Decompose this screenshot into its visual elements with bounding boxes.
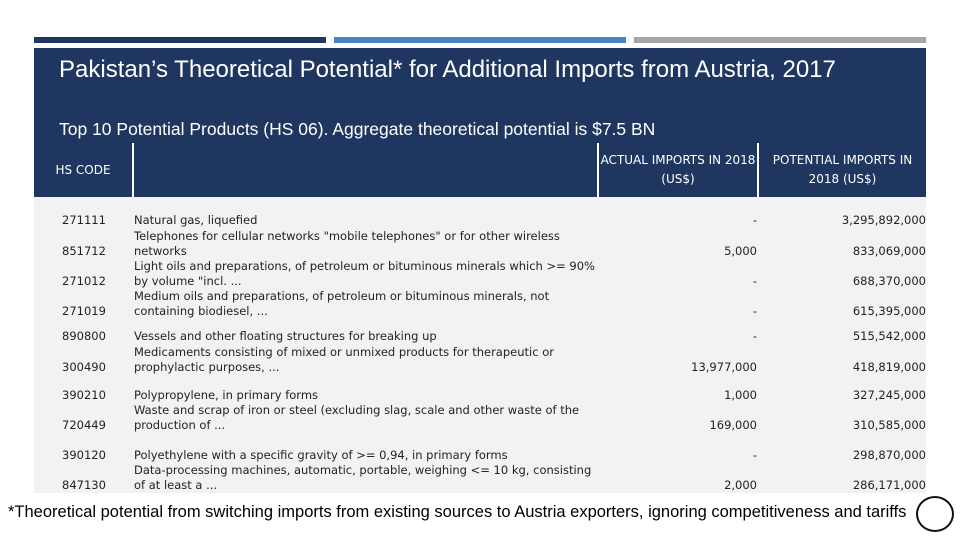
table-row: 390210 Polypropylene, in primary forms 1… — [34, 375, 926, 403]
potential-imports-cell: 418,819,000 — [852, 360, 926, 374]
potential-imports-cell: 310,585,000 — [852, 418, 926, 432]
description-cell: Natural gas, liquefied — [134, 213, 258, 227]
table-row: 847130 Data-processing machines, automat… — [34, 463, 926, 493]
hs-code-cell: 271111 — [62, 213, 106, 227]
potential-imports-cell: 515,542,000 — [852, 329, 926, 343]
hs-code-cell: 390210 — [62, 388, 106, 402]
description-cell: Vessels and other floating structures fo… — [134, 329, 437, 343]
footnote: *Theoretical potential from switching im… — [8, 503, 907, 521]
actual-imports-cell: 13,977,000 — [691, 360, 757, 374]
slide-title: Pakistan’s Theoretical Potential* for Ad… — [59, 56, 836, 83]
description-cell: Waste and scrap of iron or steel (exclud… — [134, 403, 580, 432]
table-row: 890800 Vessels and other floating struct… — [34, 319, 926, 344]
table-row: 851712 Telephones for cellular networks … — [34, 228, 926, 259]
column-header-potential: POTENTIAL IMPORTS IN 2018 (US$) — [759, 143, 926, 197]
top-accent-bar-dark — [34, 37, 326, 43]
potential-imports-cell: 688,370,000 — [852, 274, 926, 288]
table-row: 271111 Natural gas, liquefied - 3,295,89… — [34, 209, 926, 228]
hs-code-cell: 271012 — [62, 274, 106, 288]
table-row: 300490 Medicaments consisting of mixed o… — [34, 344, 926, 375]
actual-imports-cell: - — [752, 329, 757, 343]
potential-imports-cell: 286,171,000 — [852, 478, 926, 492]
column-header-hs-code: HS CODE — [34, 143, 132, 197]
description-cell: Telephones for cellular networks "mobile… — [134, 229, 560, 258]
actual-imports-cell: - — [752, 304, 757, 318]
description-cell: Polypropylene, in primary forms — [134, 388, 319, 402]
hs-code-cell: 847130 — [62, 478, 106, 492]
potential-imports-cell: 833,069,000 — [852, 244, 926, 258]
hs-code-cell: 271019 — [62, 304, 106, 318]
description-cell: Data-processing machines, automatic, por… — [134, 463, 592, 492]
actual-imports-cell: 1,000 — [724, 388, 757, 402]
description-cell: Medicaments consisting of mixed or unmix… — [134, 345, 554, 374]
potential-imports-cell: 298,870,000 — [852, 448, 926, 462]
actual-imports-cell: - — [752, 274, 757, 288]
hs-code-cell: 390120 — [62, 448, 106, 462]
potential-imports-cell: 3,295,892,000 — [841, 213, 926, 227]
description-cell: Light oils and preparations, of petroleu… — [134, 259, 595, 288]
hs-code-cell: 890800 — [62, 329, 106, 343]
actual-imports-cell: 169,000 — [709, 418, 757, 432]
actual-imports-cell: 2,000 — [724, 478, 757, 492]
actual-imports-cell: - — [752, 448, 757, 462]
column-header-hs-code-label: HS CODE — [55, 162, 111, 177]
column-header-actual-label: ACTUAL IMPORTS IN 2018 (US$) — [600, 153, 756, 186]
slide-header: Pakistan’s Theoretical Potential* for Ad… — [34, 48, 926, 143]
slide-subtitle: Top 10 Potential Products (HS 06). Aggre… — [59, 119, 656, 139]
potential-imports-cell: 327,245,000 — [852, 388, 926, 402]
table-row: 390120 Polyethylene with a specific grav… — [34, 433, 926, 463]
actual-imports-cell: - — [752, 213, 757, 227]
column-header-description — [134, 143, 597, 197]
table-row: 271012 Light oils and preparations, of p… — [34, 259, 926, 289]
description-cell: Polyethylene with a specific gravity of … — [134, 448, 508, 462]
table-row: 720449 Waste and scrap of iron or steel … — [34, 403, 926, 433]
hs-code-cell: 720449 — [62, 418, 106, 432]
column-header-actual: ACTUAL IMPORTS IN 2018 (US$) — [599, 143, 757, 197]
top-accent-bar-gray — [634, 37, 926, 43]
actual-imports-cell: 5,000 — [724, 244, 757, 258]
column-header-potential-label: POTENTIAL IMPORTS IN 2018 (US$) — [772, 153, 913, 186]
description-cell: Medium oils and preparations, of petrole… — [134, 289, 550, 318]
top-accent-bar-blue — [334, 37, 626, 43]
table-row: 271019 Medium oils and preparations, of … — [34, 289, 926, 319]
annotation-circle — [916, 496, 954, 532]
hs-code-cell: 300490 — [62, 360, 106, 374]
hs-code-cell: 851712 — [62, 244, 106, 258]
potential-imports-cell: 615,395,000 — [852, 304, 926, 318]
table-body: 271111 Natural gas, liquefied - 3,295,89… — [34, 197, 926, 493]
